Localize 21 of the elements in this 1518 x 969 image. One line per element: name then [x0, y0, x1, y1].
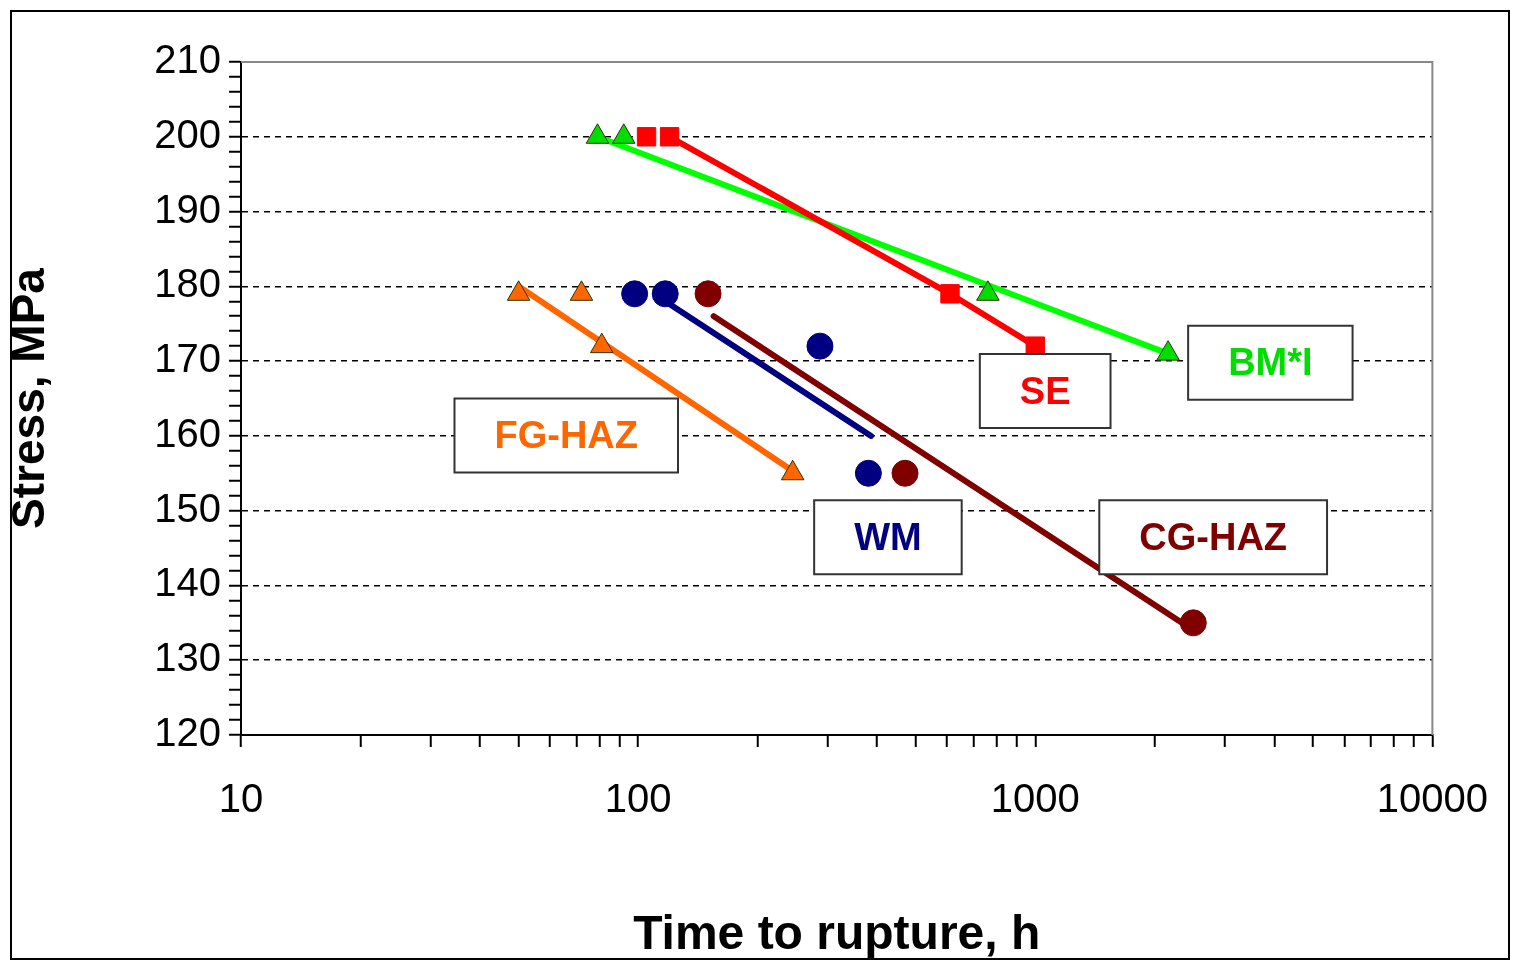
y-tick-label: 180 — [154, 261, 221, 306]
y-tick-label: 140 — [154, 560, 221, 605]
series-label: SE — [1019, 369, 1071, 412]
series-label: WM — [854, 515, 922, 558]
y-tick-label: 130 — [154, 635, 221, 680]
x-axis-title: Time to rupture, h — [633, 906, 1041, 960]
x-tick-label: 10 — [218, 776, 264, 821]
y-axis-title: Stress, MPa — [2, 267, 55, 529]
x-tick-label: 1000 — [990, 776, 1080, 821]
y-tick-label: 170 — [154, 336, 221, 381]
series-label: CG-HAZ — [1139, 515, 1288, 558]
y-tick-label: 160 — [154, 410, 221, 455]
y-tick-label: 210 — [154, 37, 221, 82]
y-tick-label: 150 — [154, 485, 221, 530]
series-label: FG-HAZ — [494, 414, 639, 456]
y-tick-label: 120 — [154, 710, 221, 755]
y-tick-label: 200 — [154, 111, 221, 156]
y-tick-label: 190 — [154, 186, 221, 231]
x-tick-label: 100 — [604, 776, 672, 821]
series-label: BM*I — [1228, 341, 1313, 384]
x-tick-label: 10000 — [1376, 776, 1488, 821]
